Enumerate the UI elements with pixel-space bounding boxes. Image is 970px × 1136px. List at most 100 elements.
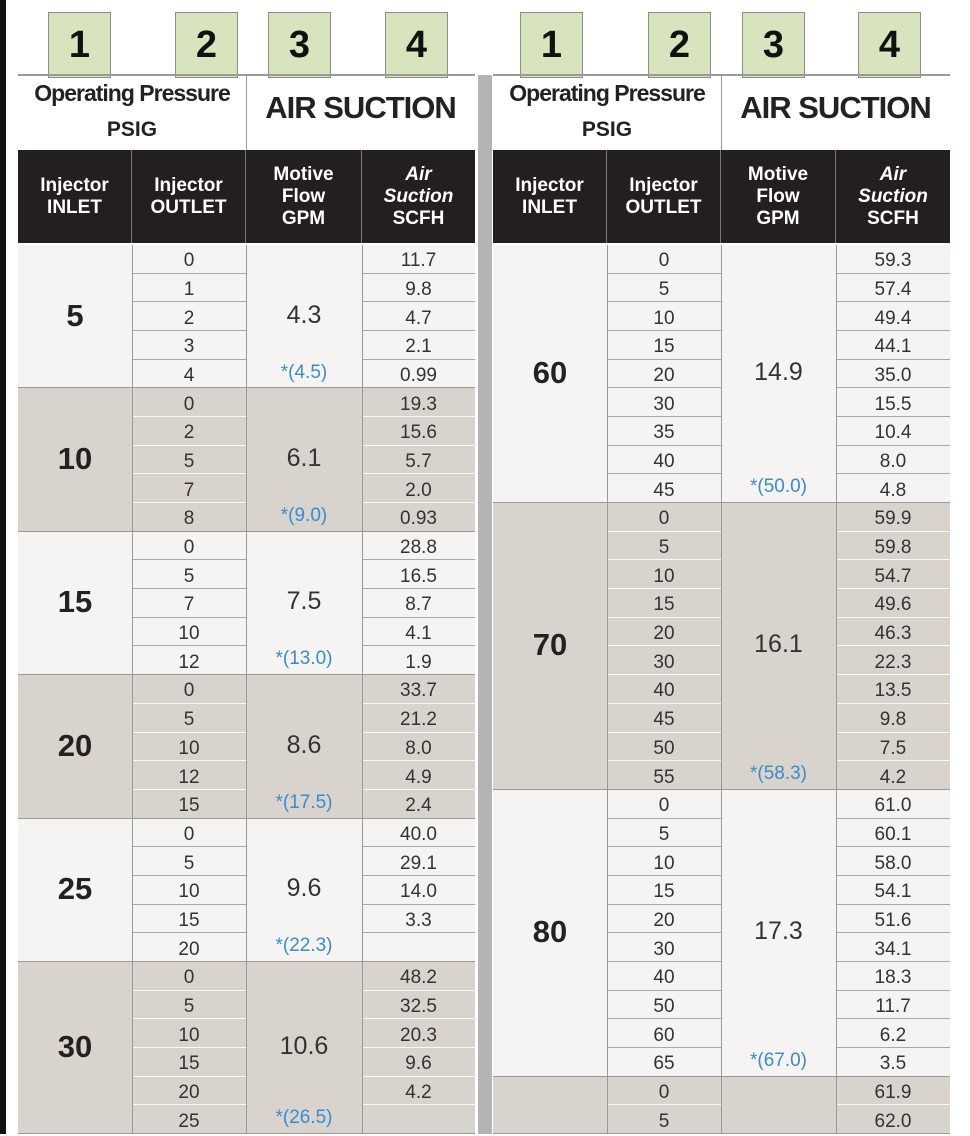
column-header-line: Suction — [858, 185, 928, 207]
injector-outlet: 20 — [178, 938, 200, 960]
row-line — [837, 272, 950, 274]
column-line — [246, 245, 247, 389]
max-flow: *(9.0) — [280, 505, 328, 527]
injector-outlet: 20 — [653, 365, 675, 387]
injector-outlet: 5 — [658, 537, 670, 559]
injector-outlet: 5 — [183, 565, 195, 587]
injector-inlet: 5 — [66, 297, 84, 333]
column-header: Injector OUTLET — [132, 150, 246, 243]
max-flow: *(67.0) — [749, 1049, 808, 1071]
row-line — [133, 1046, 246, 1048]
air-suction-value: 22.3 — [874, 651, 912, 673]
injector-outlet: 10 — [178, 1024, 200, 1046]
air-suction-value: 0.99 — [400, 365, 437, 387]
row-line — [133, 731, 246, 733]
injector-outlet: 50 — [653, 737, 675, 759]
max-flow: *(13.0) — [275, 648, 333, 670]
column-header: Air Suction SCFH — [836, 150, 950, 243]
column-line — [362, 675, 363, 819]
air-suction-value: 49.6 — [874, 594, 912, 616]
column-number: 2 — [648, 12, 711, 78]
row-line — [133, 989, 246, 991]
air-suction-value: 33.7 — [400, 680, 437, 702]
row-line — [133, 874, 246, 876]
injector-outlet: 25 — [178, 1110, 200, 1132]
column-header-line: OUTLET — [625, 196, 702, 218]
injector-outlet: 40 — [653, 451, 675, 473]
row-line — [608, 588, 721, 590]
air-suction-value: 35.0 — [874, 365, 912, 387]
row-line — [363, 1018, 475, 1020]
column-line — [721, 245, 722, 504]
row-line — [363, 301, 475, 303]
air-suction: AIR SUCTION — [265, 90, 457, 125]
column-line — [721, 1076, 722, 1134]
row-line — [837, 1018, 950, 1020]
injector-inlet: 60 — [532, 355, 568, 391]
air-suction-value: 11.7 — [400, 250, 437, 272]
row-line — [837, 330, 950, 332]
air-suction-value: 2.0 — [405, 479, 432, 501]
row-line — [363, 473, 475, 475]
air-suction: AIR SUCTION — [740, 90, 932, 125]
injector-outlet: 5 — [183, 451, 195, 473]
row-line — [133, 760, 246, 762]
air-suction-value: 15.5 — [874, 393, 912, 415]
air-suction-value: 3.3 — [405, 909, 432, 931]
column-line — [836, 1076, 837, 1134]
column-header-line: Motive — [747, 163, 809, 185]
motive-flow: 6.1 — [286, 444, 322, 473]
injector-outlet: 10 — [653, 307, 675, 329]
row-line — [363, 358, 475, 360]
air-suction-value: 5.7 — [405, 451, 432, 473]
air-suction-value: 9.8 — [405, 279, 432, 300]
injector-outlet: 0 — [183, 250, 195, 272]
row-line — [837, 387, 950, 389]
injector-outlet: 15 — [178, 1053, 200, 1075]
header-divider — [721, 75, 722, 150]
column-line — [246, 961, 247, 1134]
air-suction-value: 1.9 — [405, 651, 432, 673]
injector-inlet: 70 — [532, 627, 568, 663]
column-header-line: Injector — [154, 174, 223, 196]
injector-outlet: 0 — [658, 795, 670, 817]
column-line — [132, 388, 133, 532]
header-divider — [246, 75, 247, 150]
injector-outlet: 0 — [183, 393, 195, 415]
row-line — [133, 932, 246, 934]
row-line — [363, 588, 475, 590]
row-line — [837, 989, 950, 991]
air-suction-value: 9.6 — [405, 1053, 432, 1075]
injector-outlet: 15 — [178, 795, 200, 817]
column-header: Air Suction SCFH — [362, 150, 475, 243]
row-line — [608, 903, 721, 905]
column-header-line: Injector — [40, 174, 109, 196]
row-line — [133, 502, 246, 504]
air-suction-value: 34.1 — [874, 938, 912, 960]
injector-outlet: 5 — [183, 995, 195, 1017]
column-line — [607, 789, 608, 1077]
injector-inlet: 25 — [57, 871, 93, 907]
row-line — [837, 731, 950, 733]
row-line — [608, 559, 721, 561]
column-number: 2 — [175, 12, 238, 78]
row-line — [837, 674, 950, 676]
row-line — [608, 846, 721, 848]
column-header-line: INLET — [47, 196, 102, 218]
motive-flow: 4.3 — [286, 300, 322, 329]
row-line — [133, 301, 246, 303]
air-suction-value: 44.1 — [874, 336, 912, 358]
column-number: 4 — [385, 12, 448, 78]
row-line — [133, 702, 246, 704]
row-line — [837, 817, 950, 819]
row-line — [608, 416, 721, 418]
column-header-line: SCFH — [392, 207, 445, 229]
column-line — [132, 245, 133, 389]
row-line — [608, 1046, 721, 1048]
air-suction-value: 21.2 — [400, 709, 437, 731]
injector-inlet: 20 — [57, 727, 93, 763]
row-line — [837, 760, 950, 762]
row-line — [608, 874, 721, 876]
air-suction-value: 13.5 — [874, 680, 912, 702]
injector-outlet: 40 — [653, 967, 675, 989]
